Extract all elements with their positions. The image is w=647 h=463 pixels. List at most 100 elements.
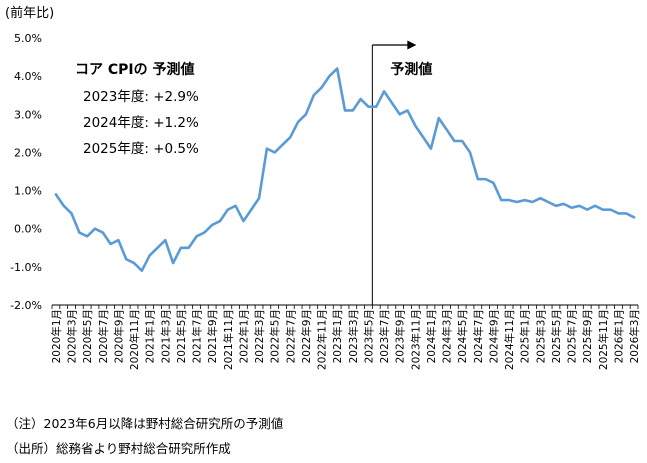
data-point [187,246,190,249]
y-tick-label: -2.0% [10,299,42,312]
data-point [273,151,276,154]
data-point [625,212,628,215]
data-point [336,67,339,70]
data-point [180,246,182,249]
data-point [203,231,206,234]
data-point [390,101,393,104]
data-point [539,197,542,200]
data-point [484,178,487,181]
x-tick-label: 2021年9月 [206,309,219,363]
x-tick-label: 2024年3月 [441,309,454,363]
data-point [62,204,65,207]
x-tick-label: 2022年1月 [237,309,250,363]
annotation-line-2024: 2024年度: +1.2% [83,115,199,131]
x-tick-label: 2020年11月 [128,309,141,370]
x-tick-label: 2020年1月 [50,309,63,363]
x-tick-label: 2024年5月 [456,309,469,363]
unit-label: (前年比) [5,5,54,21]
x-tick-label: 2023年3月 [347,309,360,363]
data-point [328,75,331,78]
data-point [70,212,73,215]
data-point [195,235,198,238]
x-tick-label: 2024年11月 [503,309,516,370]
data-point [445,128,448,131]
data-point [555,204,557,207]
data-point [86,235,89,238]
x-tick-label: 2022年7月 [284,309,297,363]
data-point [55,193,57,196]
data-point [133,262,135,264]
data-point [523,199,526,202]
data-point [437,117,440,119]
data-point [367,105,370,108]
data-point [78,231,81,234]
forecast-marker: 予測値 [371,40,432,305]
data-point [515,201,518,203]
x-tick-label: 2021年11月 [222,309,235,370]
data-point [430,147,432,150]
annotation-line-2023: 2023年度: +2.9% [83,89,199,105]
data-point [250,208,253,211]
data-point [172,262,175,264]
data-point [383,90,385,93]
x-tick-label: 2026年3月 [628,309,641,363]
x-tick-label: 2024年7月 [472,309,485,363]
data-point [156,246,159,249]
x-tick-label: 2024年1月 [425,309,438,363]
data-point [453,140,456,142]
x-tick-label: 2024年9月 [487,309,500,363]
x-tick-label: 2025年11月 [597,309,610,370]
x-axis: 2020年1月 2020年3月 2020年5月 2020年7月 2020年9月 2020年… [50,304,641,370]
data-point [242,220,245,222]
x-tick-label: 2021年1月 [144,309,157,363]
x-tick-label: 2020年7月 [97,309,110,363]
x-tick-label: 2023年7月 [378,309,391,363]
x-tick-label: 2023年11月 [409,309,422,370]
data-point [297,121,300,123]
x-tick-label: 2023年5月 [362,309,375,363]
data-point [594,204,596,207]
x-tick-label: 2025年3月 [534,309,547,363]
series-layer [54,67,636,272]
data-point [461,140,464,142]
x-tick-label: 2023年1月 [331,309,344,363]
data-point [414,124,417,127]
data-point [601,208,604,211]
data-point [570,206,573,209]
data-point [375,105,378,108]
data-point [289,136,292,139]
x-tick-label: 2020年3月 [66,309,79,363]
data-point [226,208,229,211]
data-point [109,243,112,245]
x-tick-label: 2026年1月 [612,309,625,363]
data-point [578,204,581,207]
annotation-title: コア CPIの 予測値 [75,61,195,78]
x-tick-label: 2020年9月 [112,309,125,363]
data-point [258,197,260,200]
data-point [219,220,221,222]
data-point [344,109,346,112]
footnote-forecast: （注）2023年6月以降は野村総合研究所の予測値 [6,416,284,431]
data-point [117,239,120,242]
data-point [531,201,534,203]
data-point [609,208,612,211]
x-tick-label: 2025年1月 [519,309,532,363]
y-tick-label: 4.0% [14,70,42,83]
data-point [500,199,503,202]
y-tick-label: 3.0% [14,108,42,121]
data-point [320,86,323,89]
data-point [164,239,167,242]
data-point [265,147,268,150]
data-point [351,109,354,112]
x-tick-label: 2025年5月 [550,309,563,363]
data-point [398,113,401,116]
data-point [547,201,550,203]
data-point [562,203,565,205]
data-point [617,212,620,215]
annotation-line-2025: 2025年度: +0.5% [83,141,199,157]
y-tick-label: 1.0% [14,185,42,198]
data-point [312,94,315,97]
data-point [476,178,479,181]
data-point [140,269,143,272]
